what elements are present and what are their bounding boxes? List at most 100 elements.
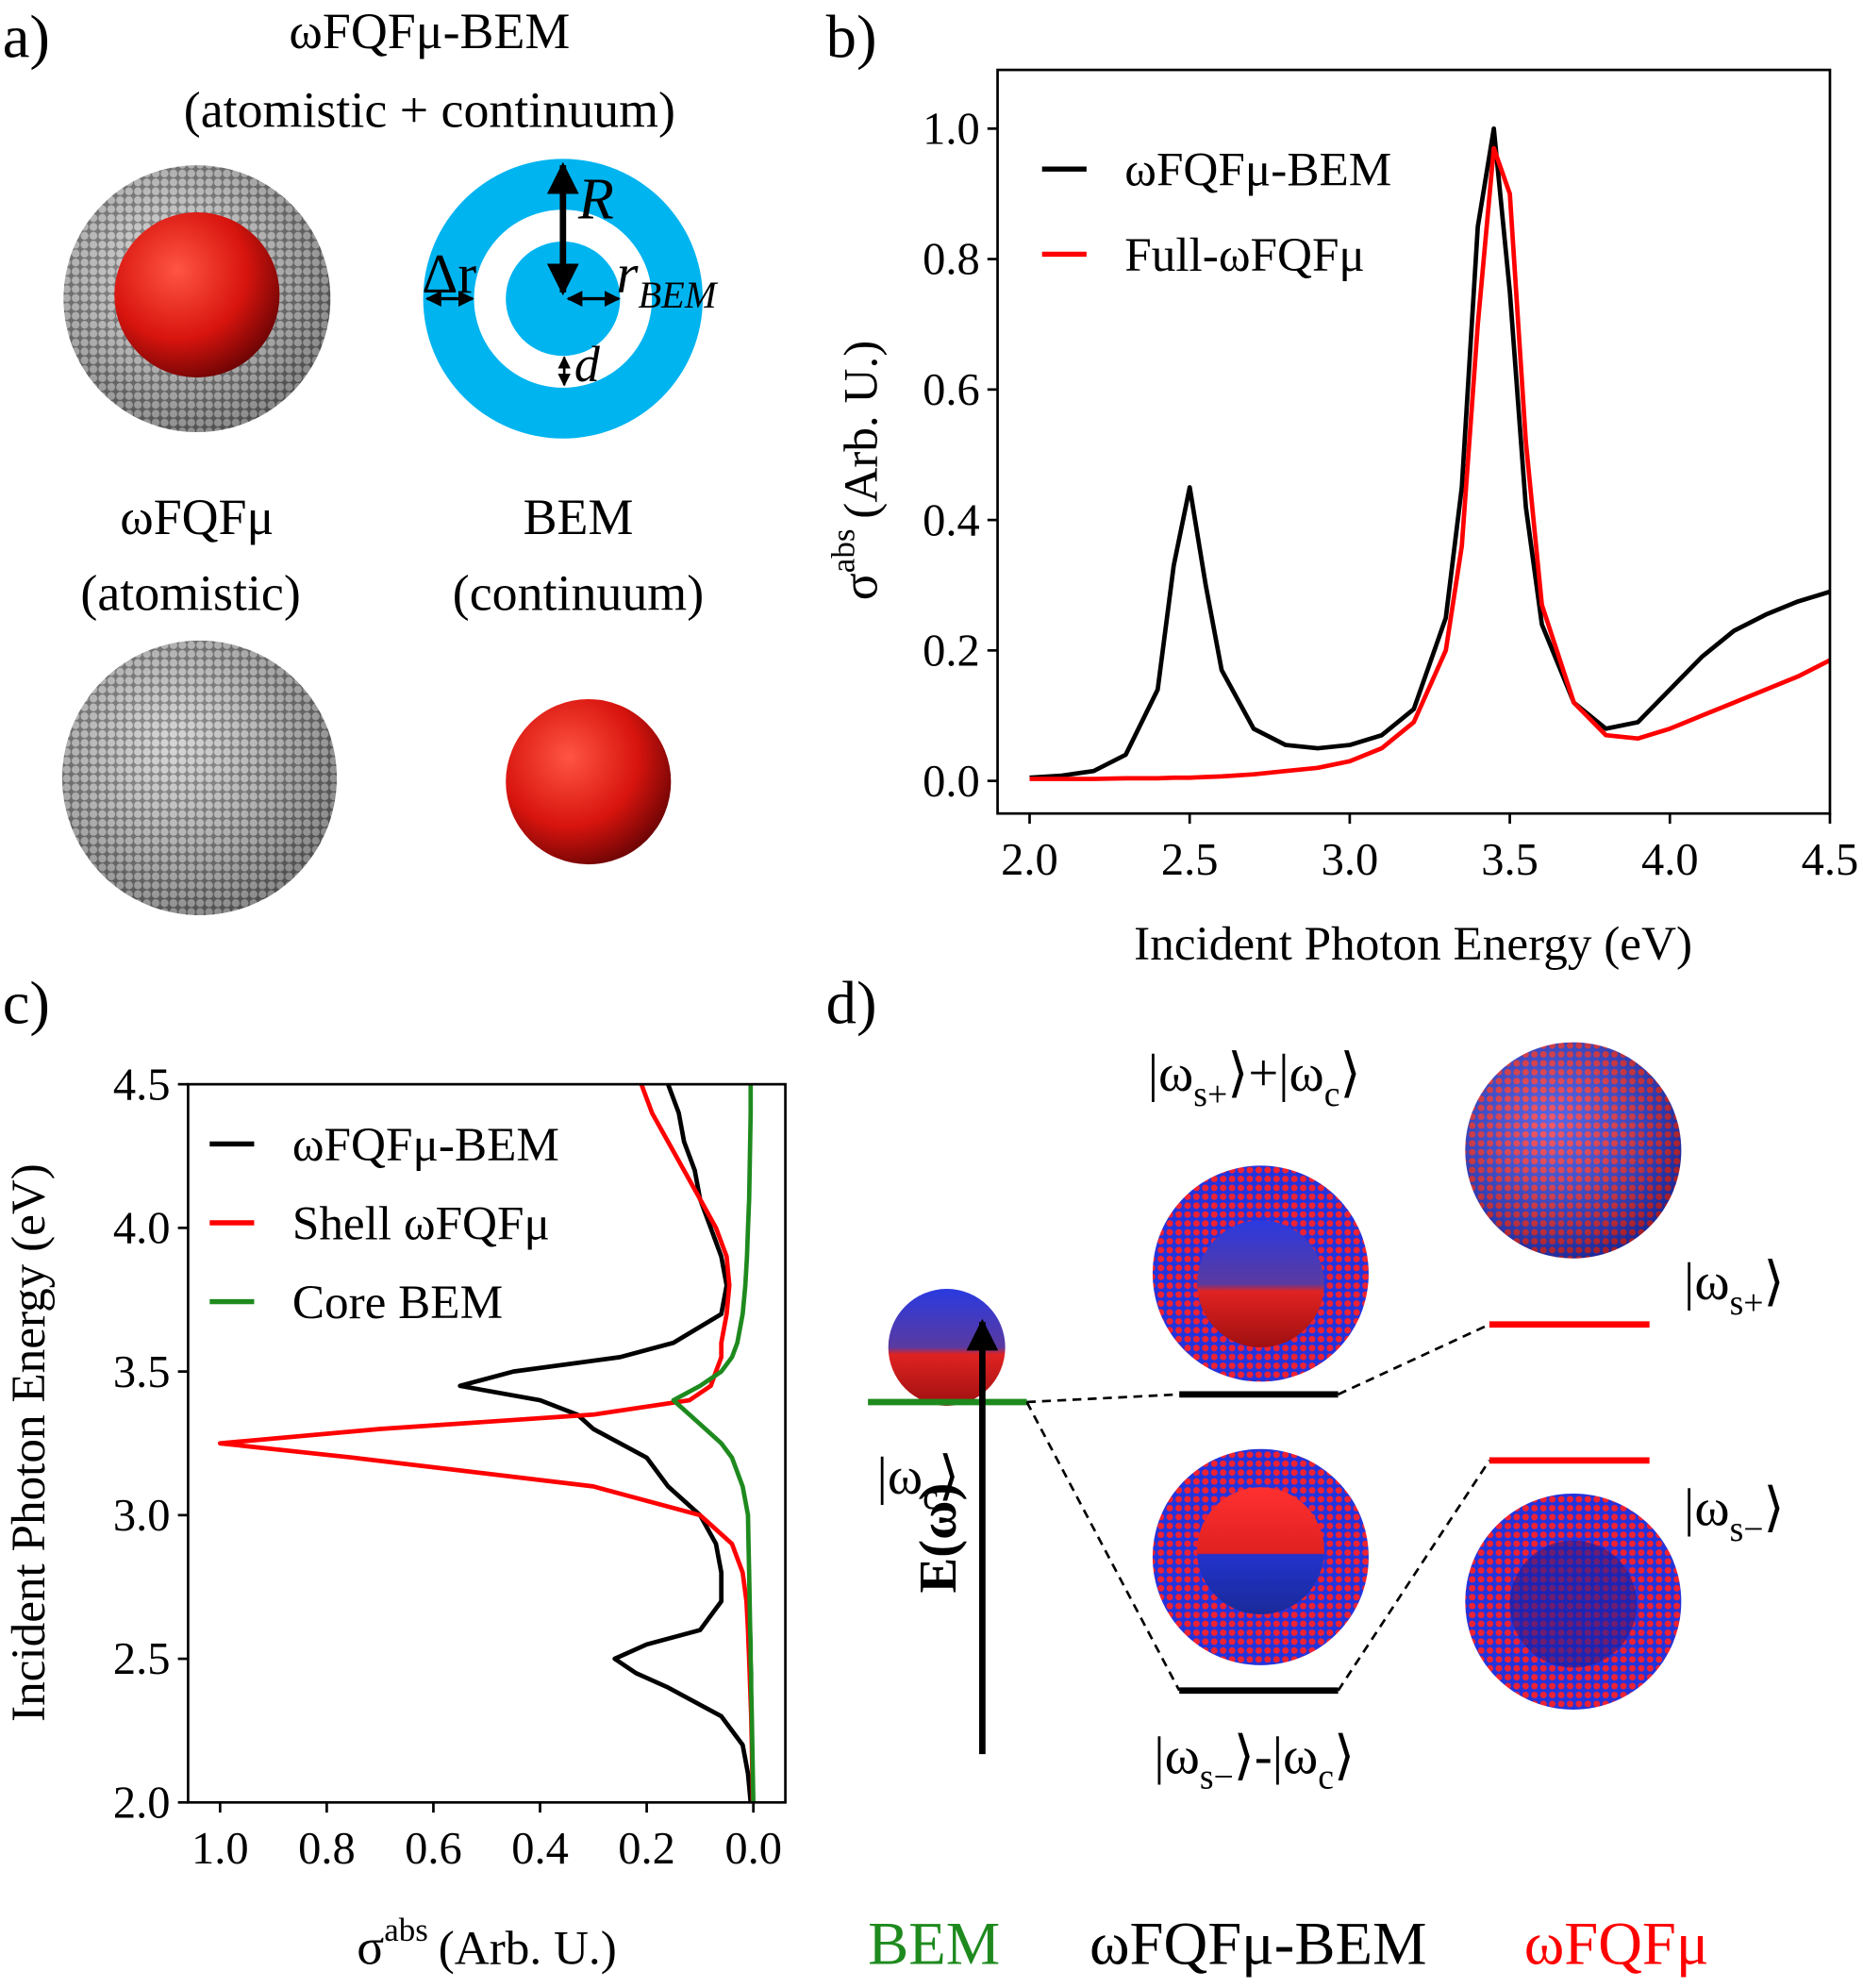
y-tick-label: 4.0	[113, 1204, 171, 1254]
x-tick-label: 3.5	[1481, 835, 1539, 885]
legend-label: Core BEM	[292, 1276, 503, 1329]
connectors	[1025, 1323, 1491, 1692]
panel-a: ωFQFμ-BEM (atomistic + continuum) R Δr r…	[62, 3, 719, 915]
y-tick-label: 4.5	[113, 1060, 171, 1110]
connector	[1337, 1460, 1491, 1692]
state-label-part: ⟩	[939, 1447, 959, 1506]
continuum-core	[114, 211, 280, 378]
state-label-sub: s−	[1200, 1757, 1234, 1796]
y-tick-label: 0.0	[923, 757, 980, 807]
panel-label: b)	[826, 3, 877, 71]
state-label-sub: c	[923, 1478, 939, 1517]
plot-frame	[187, 1082, 787, 1804]
hybrid-minus-core	[1197, 1487, 1324, 1614]
x-tick-label: 4.0	[1641, 835, 1699, 885]
x-tick-label: 1.0	[191, 1824, 249, 1874]
state-label-sub: c	[1318, 1757, 1334, 1796]
x-tick-label: 0.8	[298, 1824, 356, 1874]
panel-label: a)	[3, 3, 50, 71]
legend-label: Full-ωFQFμ	[1124, 228, 1365, 282]
state-label-part: ⟩	[1334, 1727, 1355, 1785]
state-label-sub: s+	[1730, 1283, 1764, 1323]
dim-label: r	[616, 242, 639, 305]
state-label-part: ⟩-|ω	[1234, 1727, 1318, 1785]
dim-label: d	[574, 336, 601, 393]
state-label-part: ⟩	[1340, 1044, 1361, 1103]
y-tick-label: 0.6	[923, 365, 980, 415]
axis-label-symbol: σ	[357, 1918, 384, 1975]
series-line	[457, 1084, 754, 1803]
axis-label: σabs (Arb. U.)	[824, 341, 888, 601]
y-tick-label: 2.0	[113, 1778, 171, 1828]
state-label-part: ⟩	[1764, 1479, 1785, 1538]
panel-d: E(ω)	[868, 1042, 1682, 1755]
legend-label: ωFQFμ-BEM	[292, 1118, 559, 1172]
panel-subtitle: (continuum)	[453, 565, 704, 622]
state-label: |ωs+⟩+|ωc⟩	[1148, 1044, 1361, 1114]
x-tick-label: 0.6	[405, 1824, 462, 1874]
panel-subtitle: (atomistic)	[80, 565, 300, 622]
state-label-part: |ω	[1154, 1727, 1200, 1785]
state-label-part: |ω	[1684, 1479, 1730, 1538]
x-tick-label: 4.5	[1802, 835, 1859, 885]
method-legend: ωFQFμ-BEM	[1090, 1909, 1426, 1977]
state-label-sub: s−	[1730, 1510, 1764, 1549]
axis-label-symbol: σ	[832, 573, 889, 600]
panel-subtitle: (atomistic + continuum)	[184, 82, 675, 139]
y-tick-label: 0.8	[923, 235, 980, 285]
x-tick-label: 0.4	[511, 1824, 569, 1874]
state-label: |ωc⟩	[877, 1447, 959, 1517]
panel-title: BEM	[524, 489, 634, 545]
panel-title: ωFQFμ-BEM	[289, 3, 570, 59]
x-tick-label: 3.0	[1322, 835, 1379, 885]
axis-label-text: (Arb. U.)	[835, 341, 889, 519]
legend-label: Shell ωFQFμ	[292, 1197, 550, 1251]
state-label-part: ⟩+|ω	[1227, 1044, 1324, 1103]
method-legend: ωFQFμ	[1524, 1909, 1709, 1977]
axis-label: Incident Photon Energy (eV)	[2, 1163, 56, 1722]
y-tick-label: 3.5	[113, 1347, 171, 1397]
shading	[1465, 1042, 1682, 1259]
state-label-part: |ω	[877, 1447, 923, 1506]
x-tick-label: 2.0	[1001, 835, 1058, 885]
connector	[1026, 1393, 1180, 1404]
dim-label: Δr	[422, 242, 476, 305]
state-label-sub: s+	[1193, 1075, 1227, 1114]
state-label-part: |ω	[1684, 1253, 1730, 1311]
x-tick-label: 2.5	[1161, 835, 1219, 885]
plot-frame	[996, 68, 1832, 815]
series-line	[1029, 125, 1830, 780]
panel-label: d)	[826, 968, 877, 1036]
axis-label-text: (Arb. U.)	[439, 1921, 617, 1975]
connector	[1338, 1323, 1490, 1396]
axis-label: Incident Photon Energy (eV)	[1134, 917, 1692, 971]
panel-label: c)	[3, 968, 50, 1036]
y-tick-label: 3.0	[113, 1491, 171, 1541]
axis-label-sup: abs	[824, 529, 861, 574]
series-line	[217, 1084, 756, 1803]
dim-label: R	[577, 168, 614, 232]
y-tick-label: 2.5	[113, 1634, 171, 1684]
axis-label-sup: abs	[384, 1912, 428, 1948]
dim-label: Δr	[422, 242, 476, 305]
method-legend: BEM	[868, 1909, 1000, 1977]
state-label: |ωs+⟩	[1684, 1253, 1785, 1323]
state-label-sub: c	[1324, 1075, 1340, 1114]
state-label-part: |ω	[1148, 1044, 1194, 1103]
state-label: |ωs−⟩	[1684, 1479, 1785, 1549]
panel-title: ωFQFμ	[120, 489, 274, 545]
shading	[62, 640, 338, 915]
series-line	[671, 1084, 756, 1803]
dim-label: rBEM	[616, 242, 718, 316]
core-sphere	[888, 1289, 1006, 1406]
ring-core	[506, 241, 621, 357]
series-line	[1029, 145, 1830, 781]
connector	[1025, 1401, 1181, 1692]
y-tick-label: 0.2	[923, 626, 980, 677]
y-tick-label: 0.4	[923, 495, 980, 545]
shell-minus-inner	[1509, 1540, 1638, 1668]
y-tick-label: 1.0	[923, 104, 980, 154]
axis-label: σabs (Arb. U.)	[357, 1912, 617, 1975]
state-label: |ωs−⟩-|ωc⟩	[1154, 1727, 1355, 1796]
